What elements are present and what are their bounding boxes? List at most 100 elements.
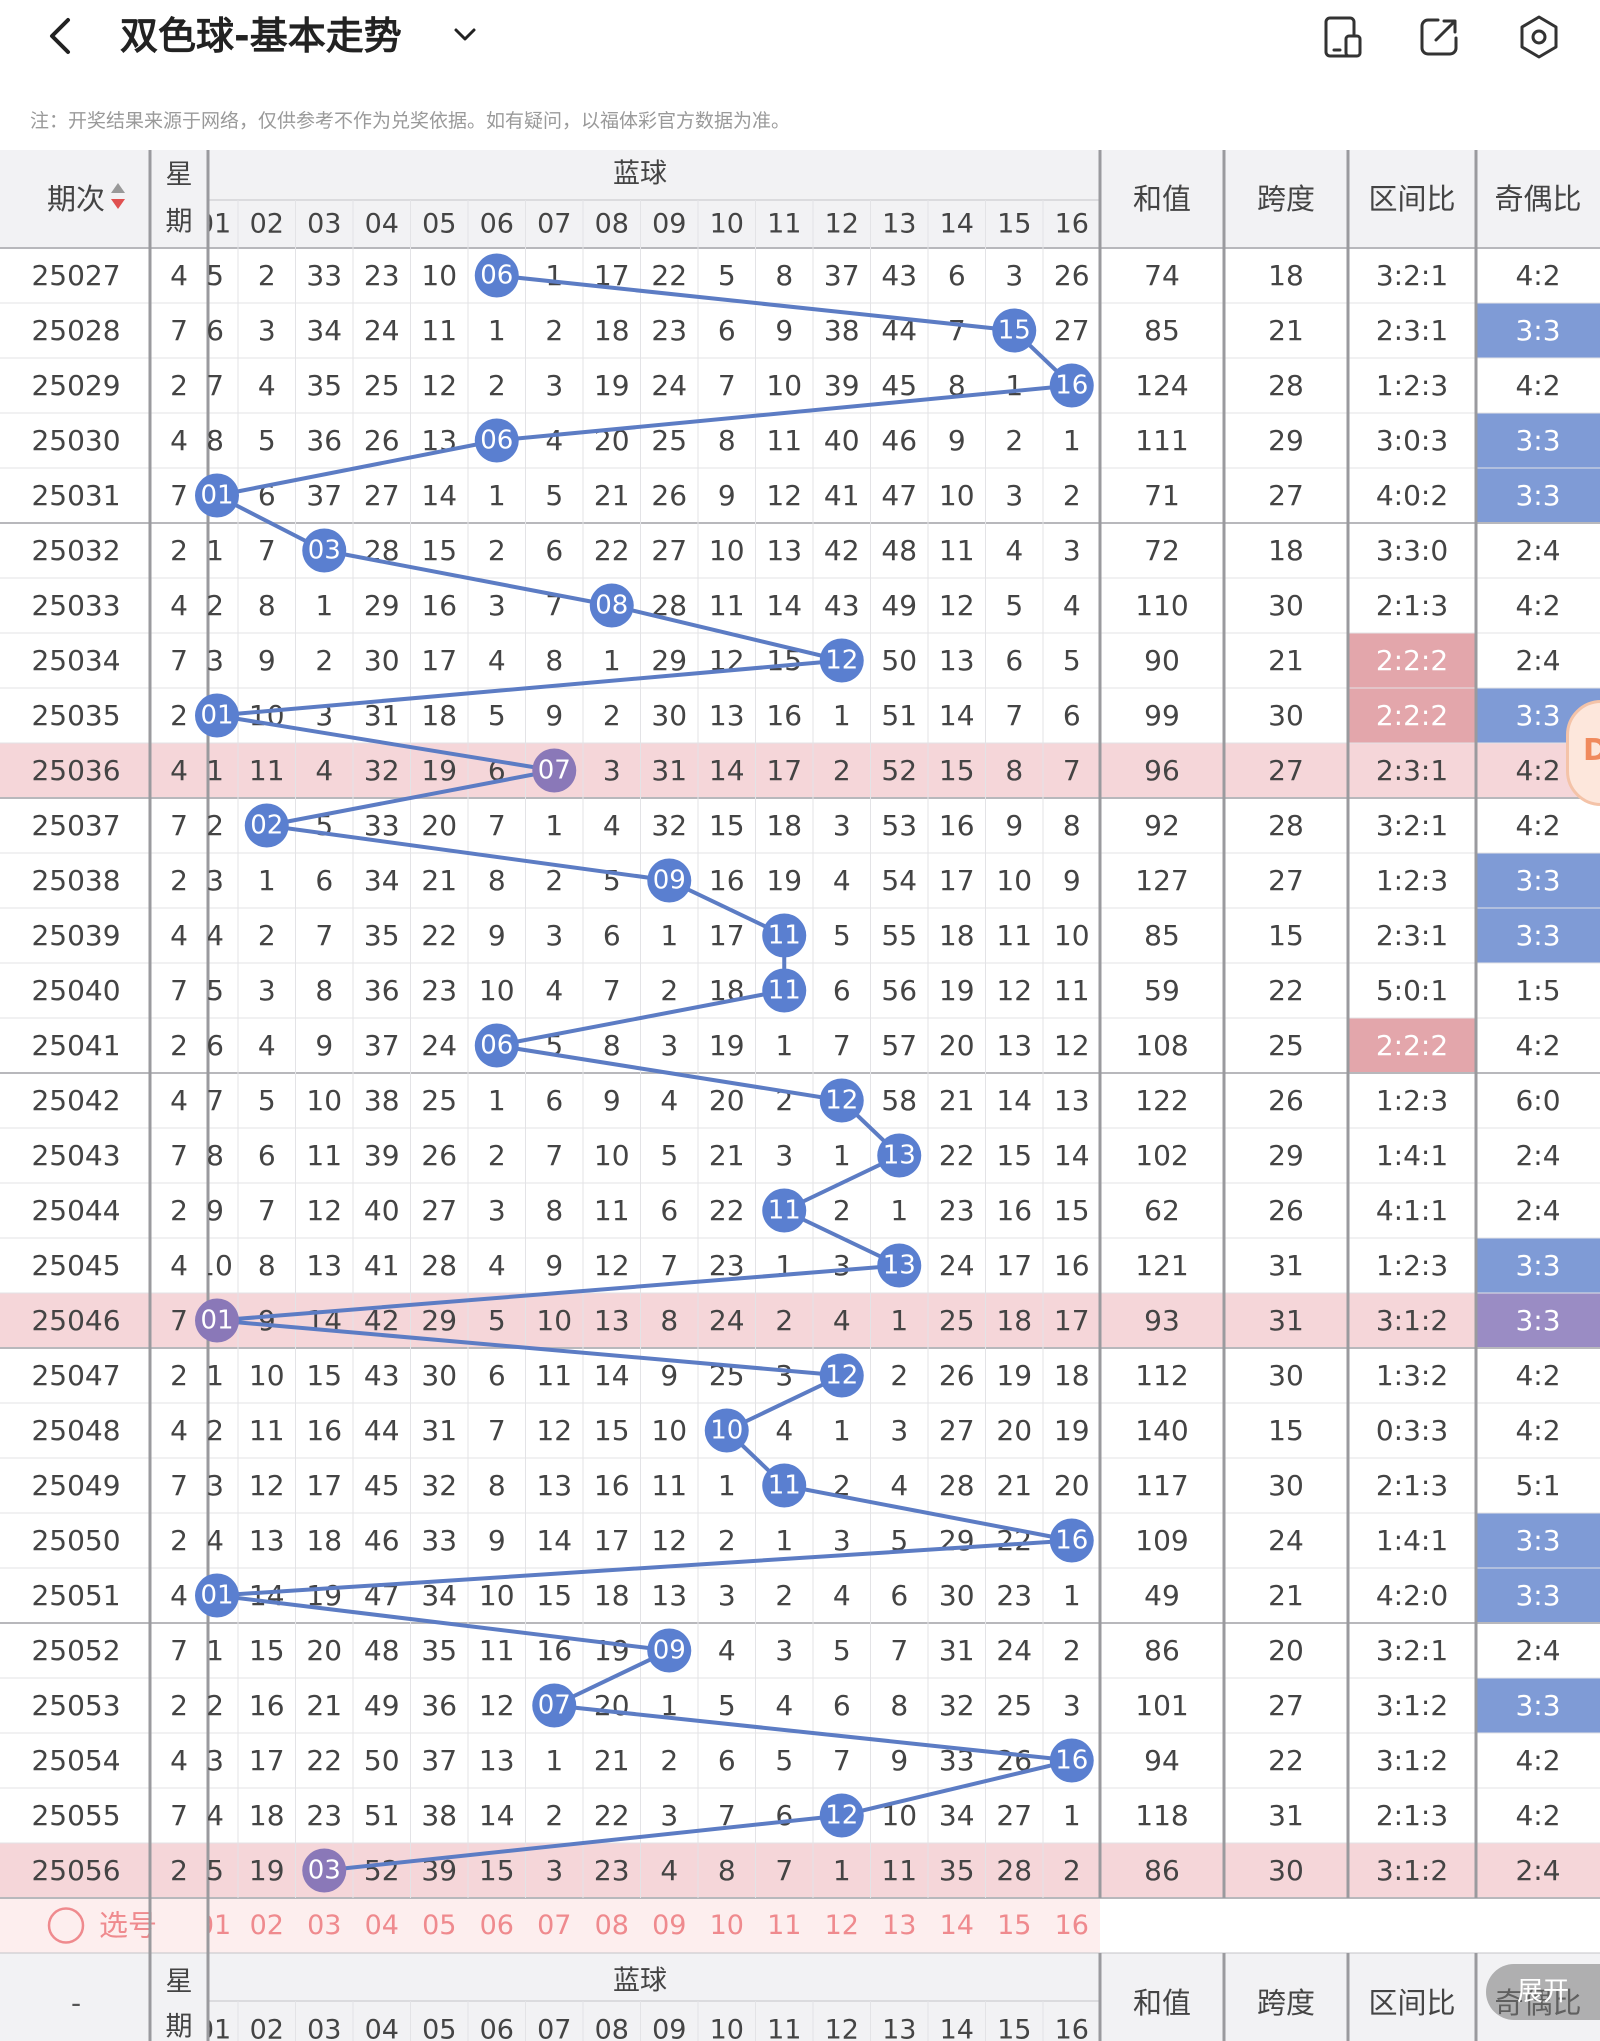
omission-value: 27: [939, 1414, 975, 1447]
blue-ball[interactable]: [762, 968, 807, 1013]
omission-value: 9: [488, 919, 506, 952]
blue-ball[interactable]: [819, 1793, 864, 1838]
omission-value: 14: [709, 754, 745, 787]
parity-highlight: [1476, 908, 1600, 963]
parity-ratio: 1:5: [1515, 974, 1560, 1007]
omission-value: 4: [206, 919, 224, 952]
omission-value: 37: [364, 1029, 400, 1062]
issue-number: 25042: [31, 1084, 120, 1117]
blue-ball[interactable]: [474, 253, 519, 298]
issue-number: 25031: [31, 479, 120, 512]
omission-value: 16: [594, 1469, 630, 1502]
blue-ball[interactable]: [302, 1848, 347, 1893]
col-parity-header: 奇偶比: [1494, 182, 1581, 216]
blue-ball[interactable]: [532, 748, 577, 793]
table-header-bg: [0, 150, 1600, 248]
blue-ball[interactable]: [762, 913, 807, 958]
weekday: 2: [170, 864, 188, 897]
blue-ball[interactable]: [647, 1628, 692, 1673]
omission-value: 27: [421, 1194, 457, 1227]
phone-layout-icon[interactable]: [1318, 12, 1368, 62]
blue-ball[interactable]: [1049, 363, 1094, 408]
blue-ball[interactable]: [474, 418, 519, 463]
blue-ball[interactable]: [647, 858, 692, 903]
blue-ball[interactable]: [992, 308, 1037, 353]
omission-value: 10: [249, 1359, 285, 1392]
omission-value: 24: [651, 369, 687, 402]
omission-value: 4: [660, 1854, 678, 1887]
blue-ball-number: 12: [825, 1361, 858, 1391]
blue-ball[interactable]: [302, 528, 347, 573]
omission-value: 10: [479, 1579, 515, 1612]
omission-value: 25: [939, 1304, 975, 1337]
blue-ball[interactable]: [195, 1298, 239, 1343]
span-value: 29: [1268, 1139, 1304, 1172]
settings-icon[interactable]: [1514, 12, 1564, 62]
omission-value: 3: [488, 1194, 506, 1227]
omission-value: 17: [709, 919, 745, 952]
issue-number: 25043: [31, 1139, 120, 1172]
sort-up-icon[interactable]: [111, 183, 125, 193]
sort-down-icon[interactable]: [111, 199, 125, 209]
blue-ball[interactable]: [762, 1188, 807, 1233]
blue-ball[interactable]: [819, 1078, 864, 1123]
select-number: 06: [480, 1910, 514, 1941]
span-value: 27: [1268, 479, 1304, 512]
blue-ball[interactable]: [195, 693, 239, 738]
omission-value: 1: [775, 1524, 793, 1557]
select-radio[interactable]: [47, 1907, 85, 1944]
blue-ball[interactable]: [1049, 1518, 1094, 1563]
omission-value: 1: [833, 699, 851, 732]
omission-value: 8: [258, 589, 276, 622]
omission-value: 1: [488, 314, 506, 347]
expand-button[interactable]: 展开: [1486, 1964, 1600, 2020]
omission-value: 7: [545, 1139, 563, 1172]
omission-value: 19: [594, 1634, 630, 1667]
blue-ball[interactable]: [704, 1408, 749, 1453]
omission-value: 9: [315, 1029, 333, 1062]
omission-value: 11: [996, 919, 1032, 952]
back-arrow-icon[interactable]: [40, 14, 84, 58]
blue-ball[interactable]: [877, 1243, 922, 1288]
parity-highlight: [1476, 468, 1600, 523]
blue-ball[interactable]: [474, 1023, 519, 1068]
omission-value: 6: [545, 534, 563, 567]
blue-ball[interactable]: [762, 1463, 807, 1508]
share-icon[interactable]: [1414, 12, 1464, 62]
omission-value: 2: [660, 974, 678, 1007]
blue-number-header: 12: [825, 209, 859, 240]
omission-value: 17: [421, 644, 457, 677]
blue-ball[interactable]: [195, 1573, 239, 1618]
issue-number: 25046: [31, 1304, 120, 1337]
omission-value: 3: [775, 1634, 793, 1667]
blue-ball-number: 01: [200, 1581, 233, 1611]
sum-value: 86: [1144, 1634, 1180, 1667]
floating-edge-badge[interactable]: D: [1566, 700, 1600, 806]
omission-value: 18: [421, 699, 457, 732]
omission-value: 5: [545, 479, 563, 512]
blue-ball[interactable]: [589, 583, 634, 628]
weekday: 4: [170, 1414, 188, 1447]
chevron-down-icon[interactable]: [448, 18, 482, 52]
blue-ball[interactable]: [819, 1353, 864, 1398]
page-title: 双色球-基本走势: [120, 14, 402, 58]
blue-ball[interactable]: [1049, 1738, 1094, 1783]
omission-value: 5: [718, 259, 736, 292]
parity-highlight: [1476, 853, 1600, 908]
blue-ball[interactable]: [195, 473, 239, 518]
blue-ball[interactable]: [877, 1133, 922, 1178]
blue-ball[interactable]: [532, 1683, 577, 1728]
blue-ball[interactable]: [819, 638, 864, 683]
blue-ball[interactable]: [244, 803, 289, 848]
parity-ratio: 4:2: [1515, 589, 1560, 622]
issue-number: 25055: [31, 1799, 120, 1832]
zone-ratio: 3:1:2: [1376, 1304, 1448, 1337]
omission-value: 1: [1063, 1799, 1081, 1832]
omission-value: 3: [258, 314, 276, 347]
zone-highlight: [1348, 1018, 1476, 1073]
omission-value: 54: [881, 864, 917, 897]
omission-value: 7: [488, 1414, 506, 1447]
omission-value: 43: [881, 259, 917, 292]
omission-value: 5: [660, 1139, 678, 1172]
omission-value: 45: [364, 1469, 400, 1502]
